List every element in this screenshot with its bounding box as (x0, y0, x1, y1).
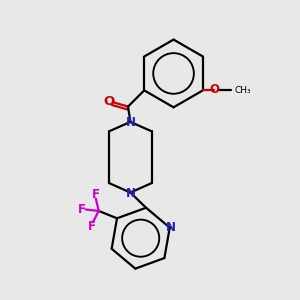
Text: N: N (125, 116, 135, 129)
Text: O: O (210, 83, 220, 96)
Text: F: F (92, 188, 100, 201)
Text: CH₃: CH₃ (234, 86, 251, 95)
Text: F: F (87, 220, 95, 233)
Text: N: N (125, 187, 135, 200)
Text: O: O (103, 95, 115, 108)
Text: F: F (77, 203, 86, 216)
Text: N: N (166, 221, 176, 234)
